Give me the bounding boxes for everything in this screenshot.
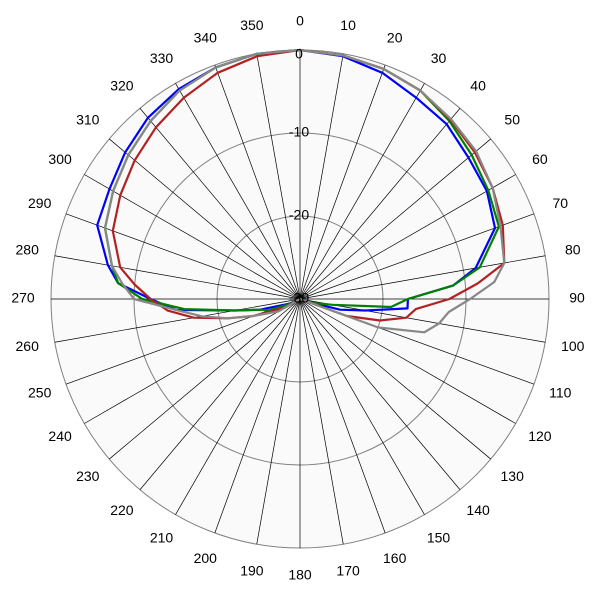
angle-tick-label: 30	[431, 50, 447, 66]
series-line	[103, 48, 506, 334]
angle-tick-label: 210	[150, 530, 174, 546]
grid-spoke	[299, 298, 344, 545]
grid-spoke	[299, 298, 491, 460]
grid-spoke	[299, 108, 461, 300]
grid-spoke	[299, 298, 516, 424]
grid-spoke	[299, 298, 425, 515]
angle-tick-label: 130	[501, 468, 525, 484]
grid-spoke	[54, 255, 301, 300]
angle-tick-label: 300	[48, 151, 72, 167]
angle-tick-label: 0	[296, 13, 304, 29]
angle-tick-label: 10	[340, 17, 356, 33]
grid-spoke	[175, 298, 301, 515]
grid-spoke	[299, 53, 344, 300]
angle-tick-label: 250	[28, 384, 52, 400]
grid-spoke	[299, 138, 491, 300]
angle-tick-label: 290	[28, 195, 52, 211]
angle-tick-label: 40	[470, 78, 486, 94]
angle-tick-label: 350	[240, 17, 264, 33]
radial-tick-labels: 0 -10 -20 -30	[289, 46, 309, 306]
angle-tick-label: 90	[569, 290, 585, 306]
angular-tick-labels: 0 10 20 30 40 50 60 70 80 90 100 110 120 130 140 150 160…	[11, 13, 585, 583]
angle-tick-label: 60	[532, 151, 548, 167]
angle-tick-label: 320	[110, 78, 134, 94]
angle-tick-label: 260	[16, 338, 40, 354]
grid-spoke	[214, 298, 301, 534]
grid-spoke	[299, 64, 386, 300]
angle-tick-label: 230	[76, 468, 100, 484]
grid-spoke	[84, 298, 301, 424]
data-series	[96, 48, 506, 334]
grid-spoke	[214, 64, 301, 300]
angle-tick-label: 220	[110, 502, 134, 518]
angle-tick-label: 140	[466, 502, 490, 518]
angle-tick-label: 180	[288, 567, 312, 583]
angle-tick-label: 100	[561, 338, 585, 354]
grid-spoke	[299, 83, 425, 300]
angle-tick-label: 310	[76, 112, 100, 128]
angle-tick-label: 120	[528, 428, 552, 444]
grid-spoke	[256, 298, 301, 545]
angle-tick-label: 340	[194, 29, 218, 45]
angle-tick-label: 240	[48, 428, 72, 444]
angle-tick-label: 330	[150, 50, 174, 66]
angle-tick-label: 150	[427, 530, 451, 546]
angle-tick-label: 20	[387, 29, 403, 45]
angle-tick-label: 200	[194, 550, 218, 566]
grid-spoke	[256, 53, 301, 300]
grid-spoke	[299, 174, 516, 300]
angle-tick-label: 70	[553, 195, 569, 211]
angle-tick-label: 160	[383, 550, 407, 566]
angle-tick-label: 190	[240, 563, 264, 579]
angle-tick-label: 110	[549, 384, 572, 400]
radial-tick-label: -30	[289, 290, 309, 306]
grid-spoke	[139, 298, 301, 490]
angle-tick-label: 50	[504, 112, 520, 128]
grid-spoke	[299, 298, 386, 534]
grid-spoke	[299, 298, 461, 490]
radial-tick-label: -20	[289, 207, 309, 223]
angle-tick-label: 280	[16, 242, 40, 258]
radial-tick-label: 0	[295, 46, 303, 62]
grid-spoke	[109, 138, 301, 300]
angle-tick-label: 80	[565, 242, 581, 258]
angle-tick-label: 270	[11, 290, 35, 306]
grid-spoke	[109, 298, 301, 460]
grid-spoke	[139, 108, 301, 300]
angle-tick-label: 170	[336, 563, 360, 579]
grid-spoke	[54, 298, 301, 343]
grid-spoke	[175, 83, 301, 300]
radial-tick-label: -10	[289, 124, 309, 140]
